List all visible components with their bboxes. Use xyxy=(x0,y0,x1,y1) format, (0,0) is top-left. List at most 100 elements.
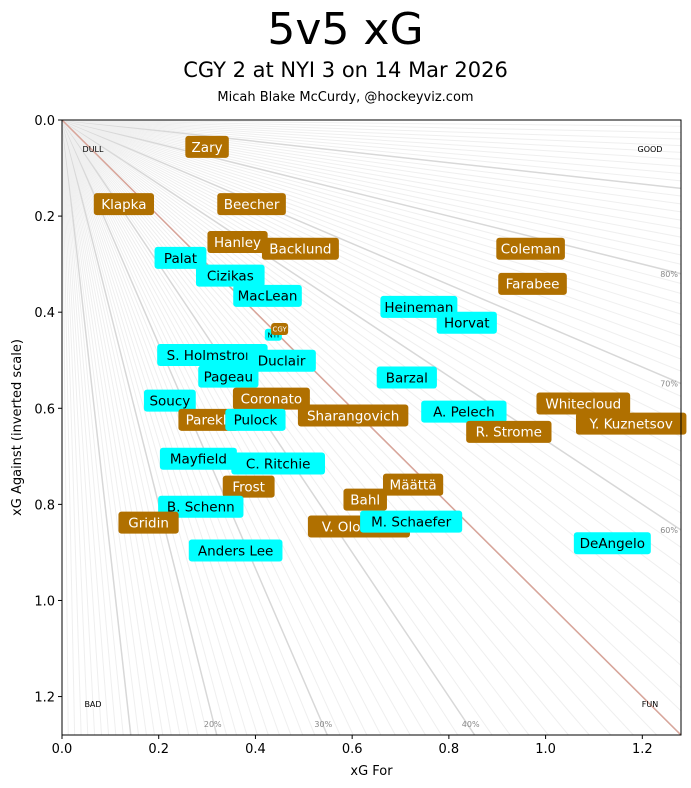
even-diagonal-line xyxy=(62,120,681,735)
pct-line-88 xyxy=(62,120,681,205)
pct-line-26 xyxy=(62,120,280,735)
label-box xyxy=(376,366,437,389)
label-text: Coronato xyxy=(241,392,303,408)
pct-line-18 xyxy=(62,120,199,735)
pct-line-87 xyxy=(62,120,681,213)
pct-line-47 xyxy=(62,120,612,735)
pct-line-70 xyxy=(62,120,681,385)
player-label-m-schaefer: M. Schaefer xyxy=(360,510,463,533)
pct-line-68 xyxy=(62,120,681,410)
player-label-mayfield: Mayfield xyxy=(159,447,237,470)
pct-label: 30% xyxy=(314,720,332,729)
pct-line-8 xyxy=(62,120,117,735)
label-text: Zary xyxy=(192,140,223,156)
label-box xyxy=(185,135,229,158)
player-label-pageau: Pageau xyxy=(198,365,259,388)
y-tick-label: 0.6 xyxy=(34,402,55,417)
pct-line-80 xyxy=(62,120,681,275)
pct-line-12 xyxy=(62,120,147,735)
label-box xyxy=(421,400,507,423)
player-label-bahl: Bahl xyxy=(343,488,387,511)
label-text: A. Pelech xyxy=(433,405,495,421)
player-label-y-kuznetsov: Y. Kuznetsov xyxy=(575,412,687,435)
label-text: M. Schaefer xyxy=(371,515,451,531)
label-box xyxy=(261,237,339,260)
label-box xyxy=(178,408,239,431)
pct-label: 60% xyxy=(660,526,678,535)
pct-line-78 xyxy=(62,120,681,294)
label-box xyxy=(360,510,463,533)
label-box xyxy=(154,246,207,269)
player-label-barzal: Barzal xyxy=(376,366,437,389)
pct-line-49 xyxy=(62,120,658,735)
pct-line-54 xyxy=(62,120,681,645)
pct-line-13 xyxy=(62,120,155,735)
player-label-farabee: Farabee xyxy=(498,272,567,295)
pct-line-23 xyxy=(62,120,248,735)
pct-line-82 xyxy=(62,120,681,256)
x-tick-label: 1.0 xyxy=(535,742,556,757)
label-text: B. Schenn xyxy=(167,500,235,516)
pct-line-94 xyxy=(62,120,681,160)
player-label-b-schenn: B. Schenn xyxy=(158,495,244,518)
pct-line-4 xyxy=(62,120,89,735)
label-box xyxy=(195,264,265,287)
y-tick-label: 0.4 xyxy=(34,306,55,321)
player-label-maclean: MacLean xyxy=(233,284,302,307)
label-text: Horvat xyxy=(444,316,490,332)
player-label-hanley: Hanley xyxy=(207,231,268,254)
player-label-klapka: Klapka xyxy=(93,193,155,216)
label-box xyxy=(575,412,687,435)
pct-line-73 xyxy=(62,120,681,348)
player-label-pulock: Pulock xyxy=(225,408,286,431)
pct-line-58 xyxy=(62,120,681,566)
player-label-zary: Zary xyxy=(185,135,229,158)
label-text: DeAngelo xyxy=(580,536,645,552)
label-box xyxy=(231,452,326,475)
label-text: Sharangovich xyxy=(307,408,399,424)
pct-line-11 xyxy=(62,120,140,735)
y-tick-label: 1.0 xyxy=(34,594,55,609)
label-text: Barzal xyxy=(386,370,428,386)
pct-line-72 xyxy=(62,120,681,360)
label-box xyxy=(157,343,268,366)
pct-line-46 xyxy=(62,120,590,735)
player-label-s-holmstrom: S. Holmstrom xyxy=(157,343,268,366)
label-text: Anders Lee xyxy=(198,543,273,559)
pct-line-97 xyxy=(62,120,681,140)
pct-line-6 xyxy=(62,120,103,735)
x-tick-label: 0.6 xyxy=(342,742,363,757)
label-box xyxy=(143,389,196,412)
pct-line-16 xyxy=(62,120,181,735)
label-text: Palat xyxy=(164,251,197,267)
label-text: Frost xyxy=(232,479,265,495)
player-label-palat: Palat xyxy=(154,246,207,269)
pct-line-27 xyxy=(62,120,292,735)
x-tick-label: 0.0 xyxy=(52,742,73,757)
label-box xyxy=(271,323,289,336)
x-tick-label: 0.2 xyxy=(148,742,169,757)
pct-line-3 xyxy=(62,120,82,735)
pct-line-77 xyxy=(62,120,681,305)
label-box xyxy=(573,532,651,555)
y-tick-label: 0.8 xyxy=(34,498,55,513)
pct-line-60 xyxy=(62,120,681,531)
label-box xyxy=(343,488,387,511)
pct-line-83 xyxy=(62,120,681,247)
label-box xyxy=(247,349,316,372)
label-text: Pulock xyxy=(234,413,278,429)
label-box xyxy=(158,495,244,518)
pct-line-84 xyxy=(62,120,681,238)
player-label-coronato: Coronato xyxy=(232,387,310,410)
player-label-m-tt-: Määttä xyxy=(382,473,444,496)
chart-title: 5v5 xG xyxy=(267,4,424,55)
corner-label-bad: BAD xyxy=(84,700,101,709)
pct-line-7 xyxy=(62,120,110,735)
player-label-soucy: Soucy xyxy=(143,389,196,412)
pct-label: 80% xyxy=(660,270,678,279)
pct-line-69 xyxy=(62,120,681,397)
pct-line-42 xyxy=(62,120,511,735)
label-text: S. Holmstrom xyxy=(167,348,258,364)
label-text: Gridin xyxy=(128,515,169,531)
